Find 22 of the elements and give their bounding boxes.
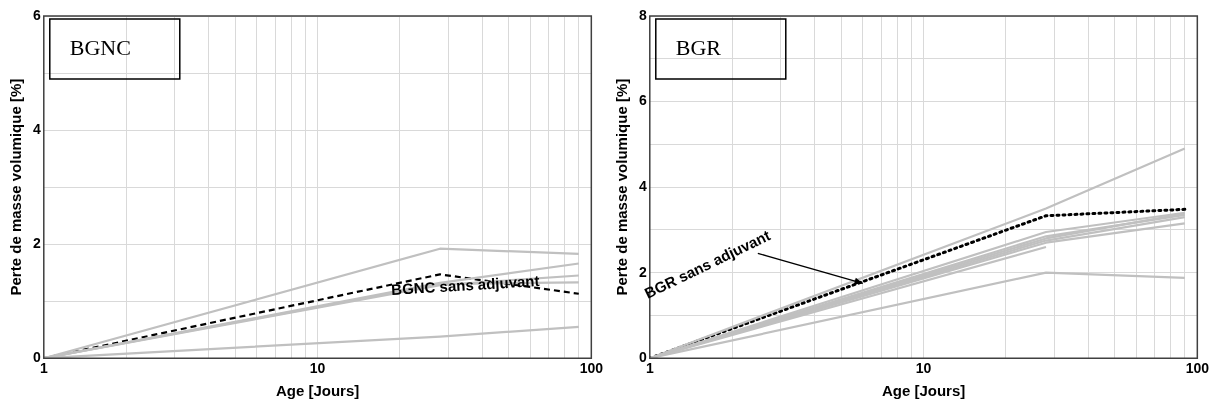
y-tick-label: 4: [638, 177, 647, 194]
x-axis-title: Age [Jours]: [275, 382, 360, 400]
text: BGNC: [69, 34, 131, 60]
x-tick-label: 10: [915, 360, 932, 377]
annotation: BGNC sans adjuvant: [390, 272, 540, 298]
y-tick-label: 2: [32, 234, 41, 251]
x-tick-label: 100: [1185, 360, 1210, 377]
y-tick-label: 8: [638, 6, 647, 23]
y-axis-title: Perte de masse volumique [%]: [613, 78, 631, 296]
x-tick-label: 10: [309, 360, 326, 377]
x-axis-title: Age [Jours]: [881, 382, 966, 400]
y-tick-label: 0: [32, 349, 41, 366]
x-tick-label: 100: [579, 360, 604, 377]
x-tick-label: 1: [39, 360, 48, 377]
y-tick-label: 6: [32, 6, 41, 23]
text: BGR: [675, 34, 722, 60]
y-tick-label: 2: [638, 263, 647, 280]
y-tick-label: 4: [32, 120, 41, 137]
y-tick-label: 6: [638, 92, 647, 109]
x-tick-label: 1: [645, 360, 654, 377]
y-tick-label: 0: [638, 349, 647, 366]
y-axis-title: Perte de masse volumique [%]: [7, 78, 25, 296]
